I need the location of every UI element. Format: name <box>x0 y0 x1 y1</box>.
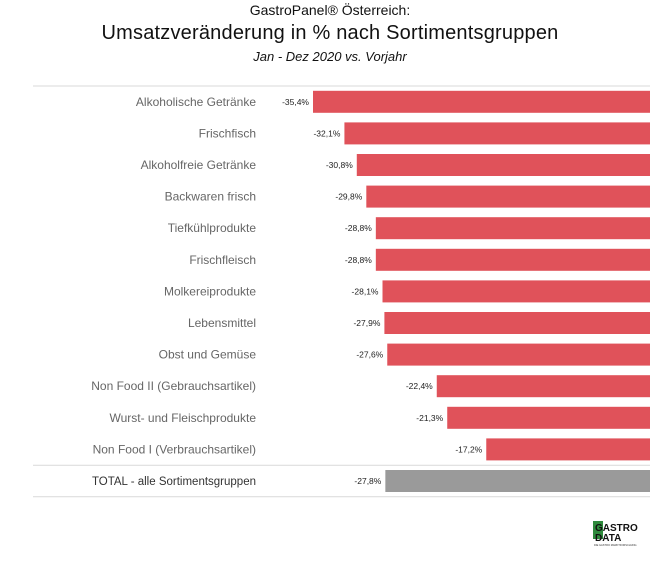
bar <box>384 312 650 334</box>
category-label: Non Food II (Gebrauchsartikel) <box>91 379 256 393</box>
category-label: Obst und Gemüse <box>159 348 257 362</box>
value-label: -32,1% <box>313 128 340 138</box>
logo-text-gastro: GASTRO <box>595 523 638 534</box>
bar-chart: Alkoholische Getränke -35,4% Frischfisch -3… <box>33 85 650 498</box>
value-label: -21,3% <box>416 413 443 423</box>
chart-subtitle: Jan - Dez 2020 vs. Vorjahr <box>253 49 407 64</box>
category-label: Molkereiprodukte <box>164 284 256 298</box>
logo-green-block <box>593 521 603 539</box>
category-label: Backwaren frisch <box>165 190 256 204</box>
category-label: Alkoholfreie Getränke <box>141 158 257 172</box>
category-label: Wurst- und Fleischprodukte <box>109 411 256 425</box>
value-label: -28,8% <box>345 255 372 265</box>
total-value-label: -27,8% <box>354 476 381 486</box>
category-label: Frischfleisch <box>189 253 256 267</box>
category-label: Non Food I (Verbrauchsartikel) <box>93 442 256 456</box>
total-bar <box>385 470 650 492</box>
bar <box>344 122 650 145</box>
value-label: -28,1% <box>352 286 379 296</box>
chart-title-line1: GastroPanel® Österreich: <box>249 2 411 18</box>
bar <box>313 90 650 113</box>
bar <box>486 438 650 461</box>
total-category-label: TOTAL - alle Sortimentsgruppen <box>92 476 256 488</box>
bar <box>375 217 650 240</box>
value-label: -29,8% <box>335 192 362 202</box>
value-label: -22,4% <box>406 381 433 391</box>
category-label: Alkoholische Getränke <box>136 95 256 109</box>
bar <box>387 343 650 366</box>
logo-text-data: DATA <box>595 533 621 544</box>
category-label: Frischfisch <box>199 126 256 140</box>
category-label: Tiefkühlprodukte <box>168 221 257 235</box>
value-label: -28,8% <box>345 223 372 233</box>
value-label: -27,6% <box>356 350 383 360</box>
value-label: -35,4% <box>282 97 309 107</box>
bar <box>366 185 650 208</box>
bar <box>382 280 650 303</box>
bar <box>356 154 650 176</box>
bar <box>447 406 650 429</box>
gastrodata-logo: GASTRO DATA DIE GASTRO MARKTFORSCHUNG <box>593 521 638 547</box>
bar <box>436 375 650 398</box>
category-label: Lebensmittel <box>188 316 256 330</box>
value-label: -30,8% <box>326 160 353 170</box>
value-label: -17,2% <box>455 444 482 454</box>
logo-tagline: DIE GASTRO MARKTFORSCHUNG <box>594 543 637 547</box>
value-label: -27,9% <box>353 318 380 328</box>
chart-title: Umsatzveränderung in % nach Sortimentsgr… <box>101 22 559 44</box>
bar <box>375 248 650 271</box>
